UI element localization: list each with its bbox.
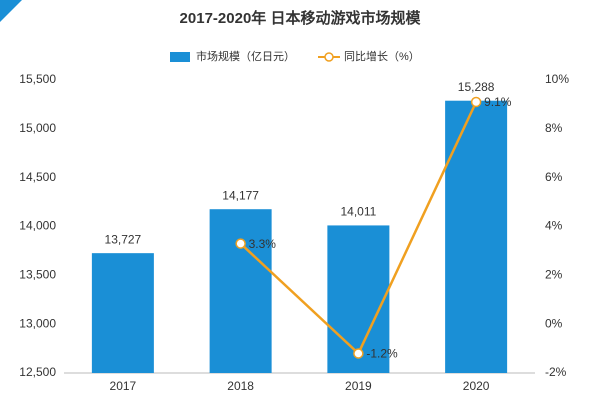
y2-tick-label: 2% xyxy=(545,268,563,282)
y-tick-label: 12,500 xyxy=(19,365,56,379)
x-tick-label: 2020 xyxy=(463,379,490,393)
bar xyxy=(91,253,154,373)
x-tick-label: 2017 xyxy=(110,379,137,393)
legend-marker xyxy=(324,52,334,62)
data-label: 9.1% xyxy=(484,95,512,109)
legend-swatch xyxy=(170,52,190,62)
y-tick-label: 14,000 xyxy=(19,219,56,233)
bar xyxy=(445,100,508,374)
data-label: 14,011 xyxy=(340,205,376,219)
line-marker xyxy=(470,96,482,108)
y2-tick-label: -2% xyxy=(545,365,567,379)
data-label: 15,288 xyxy=(458,80,495,94)
data-label: -1.2% xyxy=(366,347,398,361)
y-tick-label: 13,000 xyxy=(19,316,56,330)
y2-tick-label: 8% xyxy=(545,121,563,135)
line-marker xyxy=(353,348,364,359)
corner-decoration xyxy=(0,0,22,22)
x-tick-label: 2018 xyxy=(227,379,254,393)
line-marker xyxy=(235,238,246,249)
data-label: 13,727 xyxy=(105,232,142,246)
y2-tick-label: 6% xyxy=(545,170,563,184)
legend-label: 同比增长（%） xyxy=(344,49,420,63)
data-label: 3.3% xyxy=(249,237,277,251)
data-label: 14,177 xyxy=(222,188,259,202)
y2-tick-label: 10% xyxy=(545,72,569,86)
bar xyxy=(209,209,272,373)
legend-label: 市场规模（亿日元） xyxy=(196,49,295,63)
y2-tick-label: 0% xyxy=(545,316,563,330)
y-tick-label: 14,500 xyxy=(19,170,56,184)
y-tick-label: 15,000 xyxy=(19,121,56,135)
x-tick-label: 2019 xyxy=(345,379,372,393)
chart-title: 2017-2020年 日本移动游戏市场规模 xyxy=(180,9,422,27)
y2-tick-label: 4% xyxy=(545,219,563,233)
y-tick-label: 15,500 xyxy=(19,72,56,86)
y-tick-label: 13,500 xyxy=(19,268,56,282)
